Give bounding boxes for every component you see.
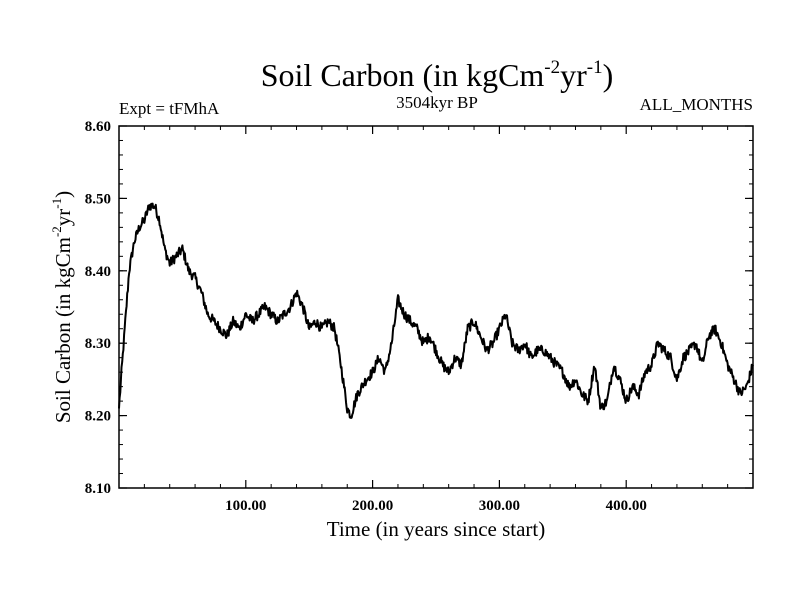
months-label: ALL_MONTHS: [640, 95, 753, 114]
x-axis-label: Time (in years since start): [327, 517, 546, 541]
y-axis-ticks: 8.10 8.20 8.30 8.40 8.50 8.60: [85, 119, 753, 497]
period-label: 3504kyr BP: [396, 93, 478, 112]
soil-carbon-series-line: [118, 202, 754, 419]
x-tick-label: 300.00: [479, 498, 520, 514]
y-tick-label: 8.30: [85, 336, 111, 352]
y-tick-label: 8.50: [85, 191, 111, 207]
y-tick-label: 8.20: [85, 409, 111, 425]
plot-frame: [118, 125, 754, 489]
x-tick-label: 100.00: [225, 498, 266, 514]
x-axis-ticks: 100.00 200.00 300.00 400.00: [143, 126, 729, 514]
chart-title: Soil Carbon (in kgCm-2yr-1): [261, 57, 614, 93]
x-tick-label: 200.00: [352, 498, 393, 514]
y-axis-label: Soil Carbon (in kgCm-2yr-1): [49, 191, 75, 423]
y-tick-label: 8.40: [85, 264, 111, 280]
x-tick-label: 400.00: [606, 498, 647, 514]
y-tick-label: 8.10: [85, 481, 111, 497]
y-tick-label: 8.60: [85, 119, 111, 135]
experiment-label: Expt = tFMhA: [119, 99, 220, 118]
